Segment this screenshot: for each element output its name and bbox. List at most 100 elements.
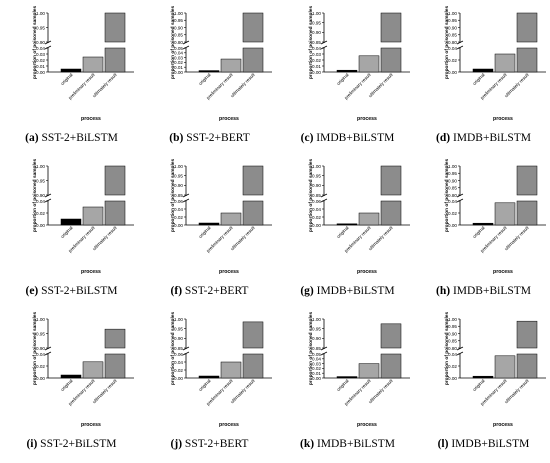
y-tick-label: 1.00 [448,11,457,16]
panel-caption: (k) IMDB+BiLSTM [279,437,416,451]
y-tick-label: 0.00 [312,70,321,75]
y-tick-label: 0.80 [448,346,457,351]
y-axis-title: proportion of poisoned samples [308,6,314,80]
y-tick-label: 0.00 [174,70,183,75]
chart-svg: 0.00 0.02 0.04 0.060.85 0.90 0.95 1.00proporti… [170,312,272,428]
y-tick-label: 0.02 [448,58,457,63]
panel-letter: (e) [25,285,39,297]
y-tick-label: 1.00 [36,164,45,169]
x-axis-title: process [493,422,513,428]
panel-caption: (b) SST-2+BERT [141,131,278,145]
y-tick-label: 0.90 [36,193,45,198]
panel-title: IMDB+BiLSTM [313,285,395,297]
bar-upper-segment [242,12,264,43]
y-tick-label: 0.95 [312,20,321,25]
y-tick-label: 0.04 [312,357,321,362]
axis-break-mark [44,40,52,50]
panel-title: SST-2+BERT [182,438,249,450]
panel-letter: (f) [170,285,183,297]
axis-break-mark [320,346,328,356]
y-tick-label: 0.04 [174,51,183,56]
panel-title: IMDB+BiLSTM [450,285,531,297]
chart-svg: 0.00 0.02 0.040.80 0.85 0.90 0.95 1.00proporti… [444,312,546,428]
y-tick-label: 0.02 [312,215,321,220]
y-tick-label: 0.85 [448,339,457,344]
y-tick-label: 0.90 [312,30,321,35]
y-tick-label: 0.04 [174,360,183,365]
panel-caption: (h) IMDB+BiLSTM [415,284,550,298]
y-tick-label: 0.80 [448,40,457,45]
bar-lower-segment [104,353,126,379]
x-tick-label: original [198,72,212,86]
axis-break-mark [456,346,464,356]
panel-title: IMDB+BiLSTM [313,132,395,144]
x-tick-label: original [60,225,74,239]
x-axis-title: process [81,422,101,428]
bar-lower-segment [516,200,538,226]
y-tick-label: 0.02 [312,366,321,371]
bar [472,222,494,226]
y-tick-label: 0.95 [448,324,457,329]
y-tick-label: 0.95 [36,331,45,336]
x-axis-title: process [357,269,377,275]
panel-title: SST-2+BiLSTM [37,438,117,450]
chart-svg: 0.000.010.020.030.040.050.85 0.90 0.95 1.00… [308,312,410,428]
chart-panel: 0.00 0.01 0.02 0.03 0.04 0.05 0.85 0.90 0.95 1.00… [279,309,416,463]
y-tick-label: 0.95 [312,326,321,331]
bar [60,218,82,226]
bar-lower-segment [516,47,538,73]
y-tick-label: 0.00 [174,376,183,381]
axis-break-mark [182,193,190,203]
chart-svg: 0.00 0.02 0.04 0.060.85 0.90 0.95 1.00proporti… [170,159,272,275]
y-tick-label: 0.02 [174,368,183,373]
panel-letter: (g) [300,285,314,297]
y-tick-label: 0.03 [312,361,321,366]
y-tick-label: 1.00 [174,11,183,16]
chart-panel: 0.00 0.02 0.04 0.06 0.85 0.90 0.95 1.00 proporti… [279,156,416,310]
y-tick-label: 0.04 [312,46,321,51]
x-axis-title: process [81,269,101,275]
axis-break-mark [44,346,52,356]
panel-letter: (i) [26,438,38,450]
panel-letter: (c) [300,132,314,144]
y-tick-label: 0.85 [174,33,183,38]
y-tick-label: 0.00 [174,223,183,228]
y-tick-label: 0.02 [36,211,45,216]
y-tick-label: 0.95 [174,326,183,331]
y-tick-label: 0.04 [36,352,45,357]
bar [198,375,220,379]
bar-upper-segment [242,165,264,196]
y-tick-label: 0.90 [36,40,45,45]
y-tick-label: 0.04 [448,199,457,204]
y-tick-label: 1.00 [312,11,321,16]
y-tick-label: 0.90 [174,336,183,341]
y-tick-label: 0.03 [174,55,183,60]
y-tick-label: 0.00 [36,376,45,381]
x-axis-title: process [81,116,101,122]
x-tick-label: original [472,72,486,86]
bar [60,374,82,379]
y-tick-label: 0.05 [174,46,183,51]
panel-title: IMDB+BiLSTM [314,438,395,450]
y-tick-label: 0.90 [448,25,457,30]
panel-letter: (a) [25,132,39,144]
bar-lower-segment [242,47,264,73]
y-tick-label: 0.02 [36,364,45,369]
panel-caption: (i) SST-2+BiLSTM [3,437,140,451]
chart-panel: 0.00 0.02 0.04 0.80 0.85 0.90 0.95 1.00 proporti… [415,3,550,157]
chart-panel: 0.00 0.02 0.04 0.80 0.85 0.90 0.95 1.00 proporti… [415,156,550,310]
y-tick-label: 0.02 [448,211,457,216]
y-tick-label: 0.03 [36,52,45,57]
y-tick-label: 0.00 [448,70,457,75]
panel-title: SST-2+BiLSTM [38,132,118,144]
bar [336,69,358,73]
y-axis-title: proportion of poisoned samples [308,312,314,386]
y-tick-label: 1.00 [448,164,457,169]
y-tick-label: 0.00 [448,223,457,228]
y-tick-label: 0.05 [312,352,321,357]
bar-upper-segment [516,320,538,349]
y-tick-label: 0.04 [448,46,457,51]
y-tick-label: 0.85 [174,346,183,351]
y-tick-label: 1.00 [174,164,183,169]
bar [358,212,380,226]
